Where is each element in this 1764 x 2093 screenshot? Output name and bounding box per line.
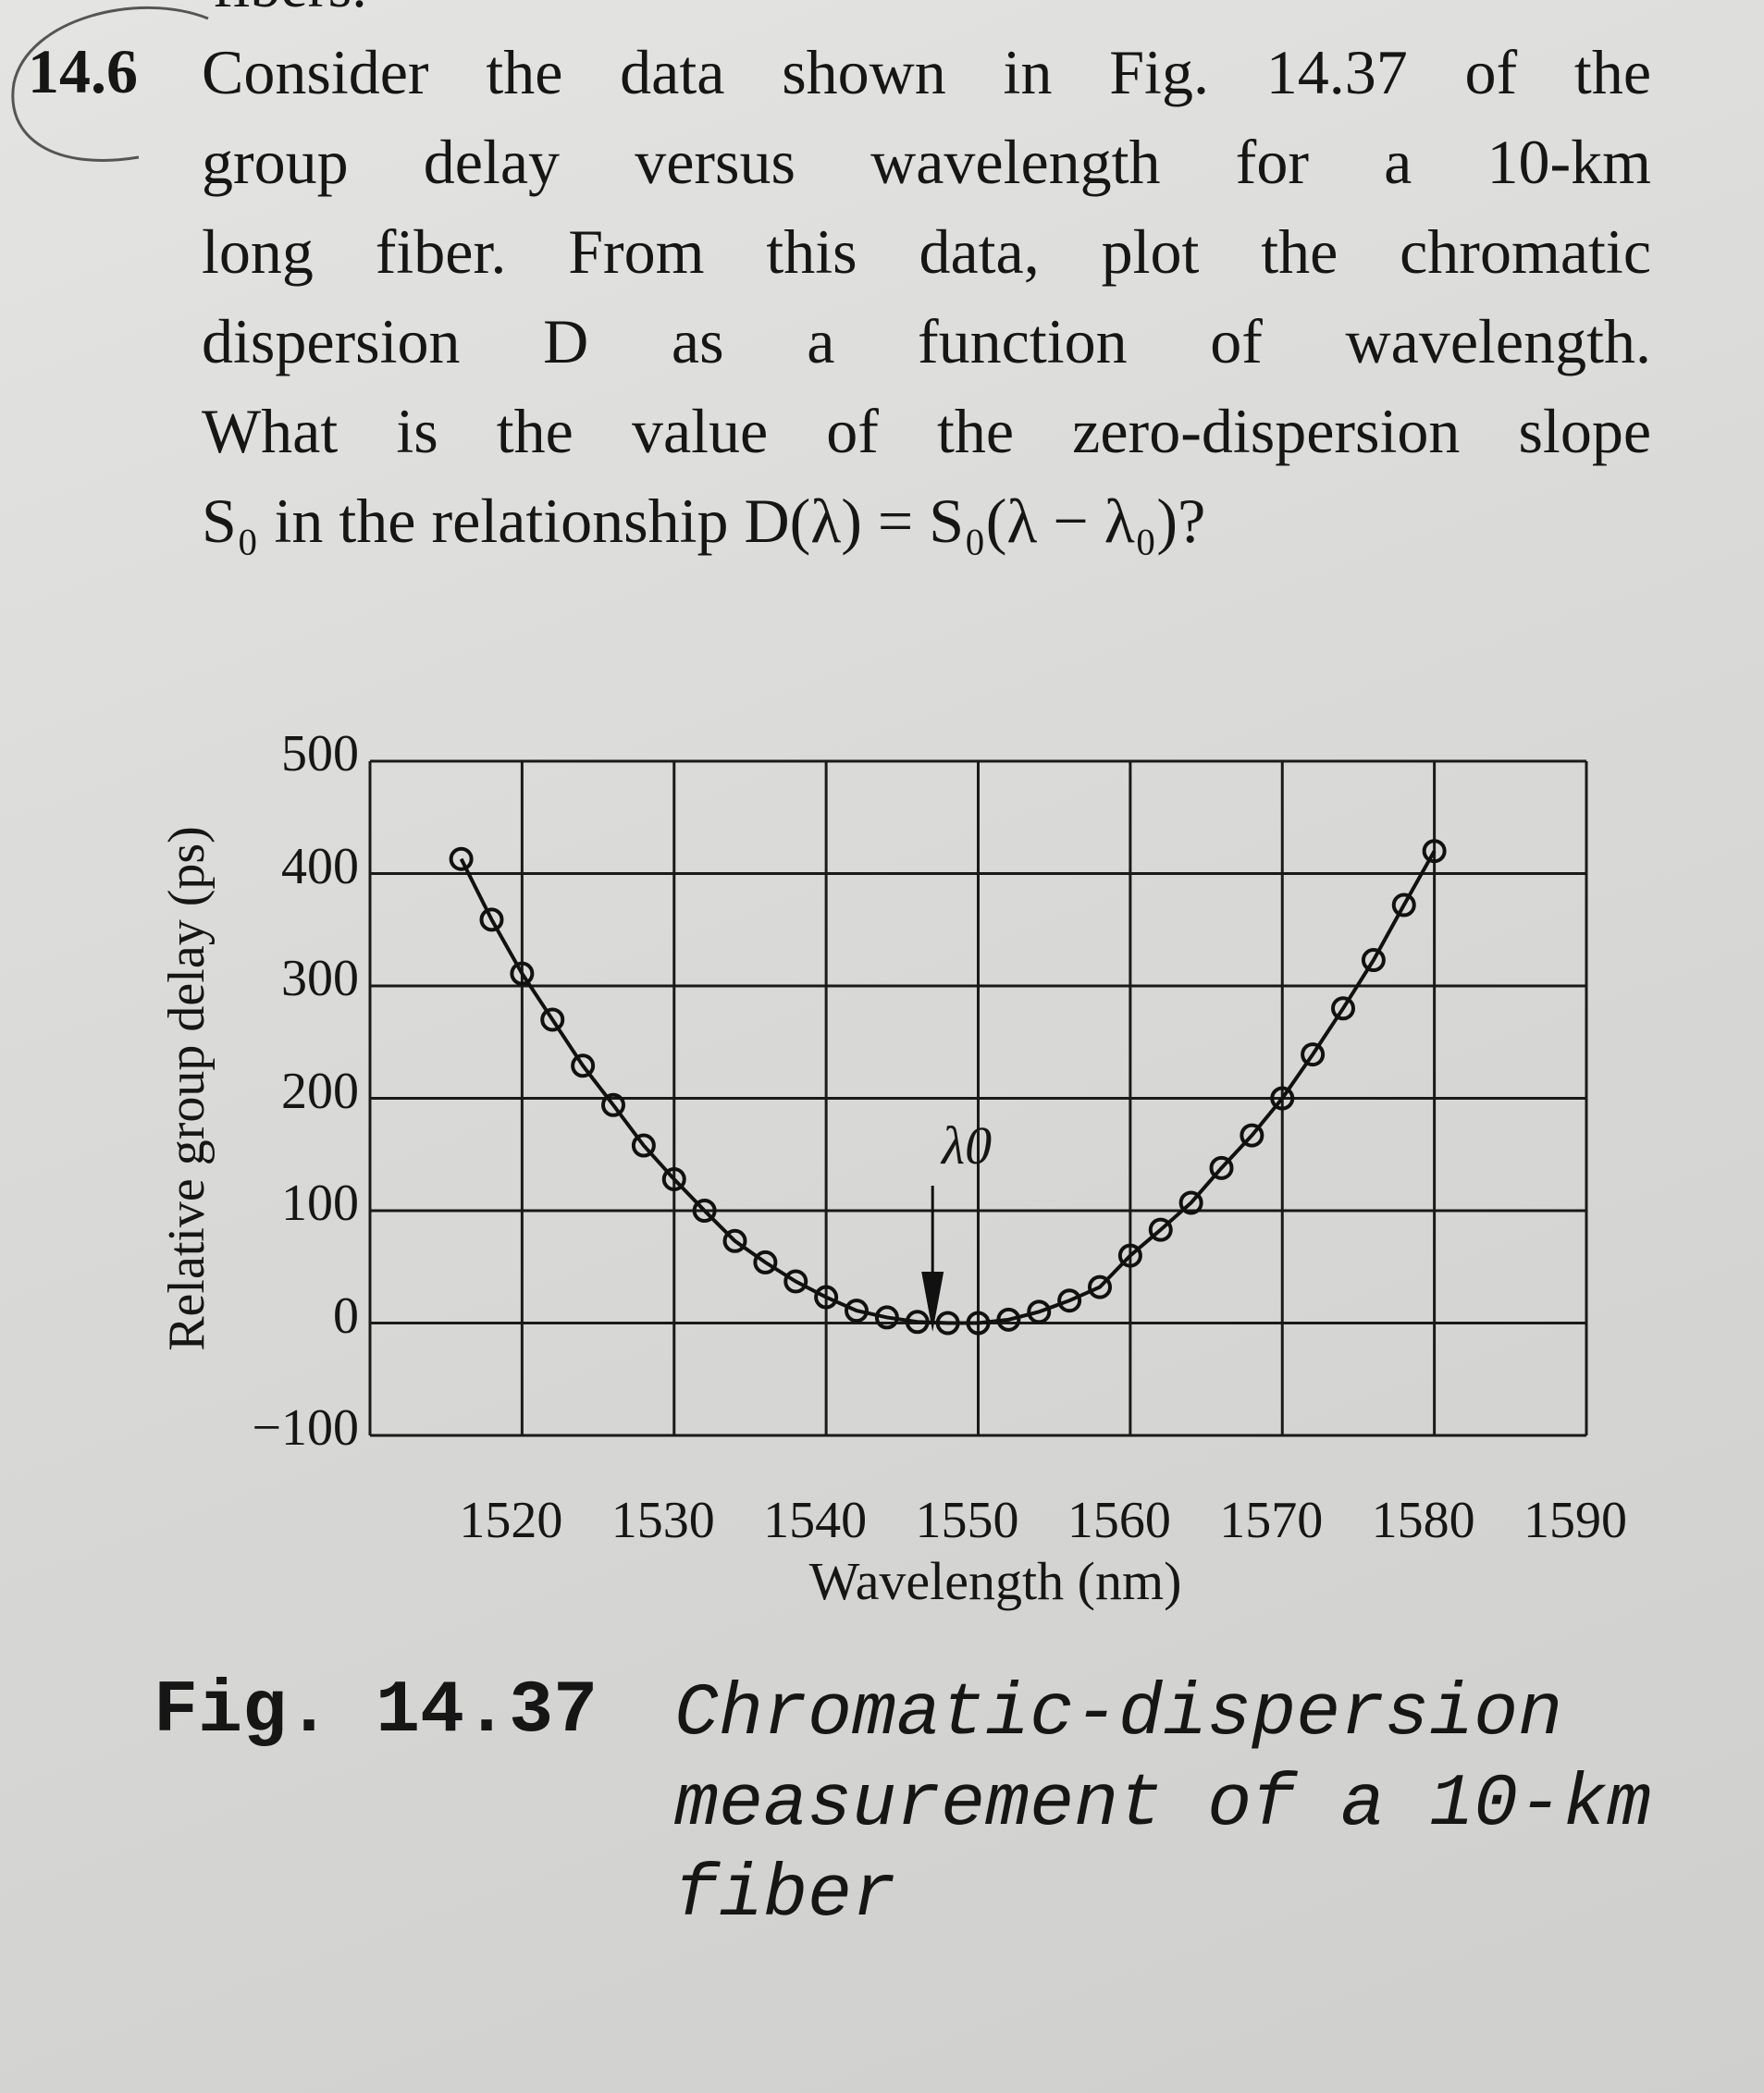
data-point bbox=[845, 1299, 869, 1324]
data-point bbox=[753, 1250, 778, 1274]
problem-line: What is the value of the zero-dispersion… bbox=[202, 396, 1651, 466]
lambda0-annotation: λ0 bbox=[942, 1115, 993, 1176]
data-point bbox=[1148, 1217, 1173, 1242]
lambda0-arrow-head bbox=[921, 1272, 944, 1332]
data-point bbox=[571, 1053, 596, 1078]
data-point bbox=[935, 1311, 960, 1336]
data-point bbox=[692, 1199, 717, 1223]
x-tick-label: 1580 bbox=[1371, 1492, 1475, 1549]
data-point bbox=[783, 1269, 808, 1294]
data-point bbox=[1178, 1190, 1203, 1215]
y-tick-label: 100 bbox=[281, 1175, 359, 1232]
x-tick-label: 1520 bbox=[459, 1492, 563, 1549]
figure-caption: Chromatic-dispersion measurement of a 10… bbox=[674, 1669, 1651, 1941]
data-point bbox=[510, 961, 535, 986]
data-point bbox=[540, 1007, 565, 1032]
data-point bbox=[631, 1133, 656, 1158]
x-tick-label: 1570 bbox=[1219, 1492, 1324, 1549]
data-point bbox=[1301, 1042, 1326, 1067]
cut-off-text: fibers. bbox=[213, 0, 367, 22]
data-point bbox=[1209, 1155, 1234, 1180]
x-tick-label: 1550 bbox=[915, 1492, 1019, 1549]
x-tick-label: 1590 bbox=[1523, 1492, 1627, 1549]
data-point bbox=[814, 1285, 839, 1310]
problem-line: long fiber. From this data, plot the chr… bbox=[202, 216, 1651, 287]
data-point bbox=[874, 1305, 899, 1330]
problem-line: group delay versus wavelength for a 10-k… bbox=[202, 127, 1651, 197]
data-point bbox=[1361, 948, 1386, 973]
caption-line: measurement of a 10-km bbox=[674, 1763, 1652, 1847]
problem-text: Consider the data shown in Fig. 14.37 of… bbox=[202, 28, 1651, 566]
y-tick-label: −100 bbox=[252, 1399, 359, 1457]
y-axis-label: Relative group delay (ps) bbox=[158, 826, 216, 1351]
y-tick-label: 400 bbox=[281, 837, 359, 895]
y-tick-label: 0 bbox=[333, 1287, 359, 1345]
data-point bbox=[996, 1307, 1021, 1332]
problem-number: 14.6 bbox=[28, 36, 138, 106]
x-tick-label: 1540 bbox=[763, 1492, 868, 1549]
data-point bbox=[722, 1228, 747, 1253]
x-axis-label: Wavelength (nm) bbox=[808, 1551, 1182, 1611]
data-point bbox=[601, 1092, 625, 1117]
pencil-circle-mark bbox=[11, 6, 209, 162]
caption-line: fiber bbox=[674, 1853, 897, 1938]
data-point bbox=[1240, 1123, 1264, 1148]
data-point bbox=[1027, 1299, 1052, 1324]
problem-line: dispersion D as a function of wavelength… bbox=[202, 306, 1651, 376]
data-point bbox=[905, 1310, 930, 1335]
problem-line: Consider the data shown in Fig. 14.37 of… bbox=[202, 37, 1651, 107]
y-tick-label: 500 bbox=[281, 725, 359, 782]
data-point bbox=[1391, 893, 1416, 917]
data-point bbox=[1088, 1274, 1112, 1299]
data-point bbox=[1270, 1086, 1295, 1111]
data-point bbox=[1422, 839, 1447, 864]
data-point bbox=[661, 1166, 686, 1191]
data-point bbox=[1057, 1288, 1082, 1313]
data-point bbox=[449, 846, 474, 871]
delay-curve bbox=[459, 850, 1437, 1325]
x-tick-label: 1560 bbox=[1067, 1492, 1171, 1549]
y-tick-label: 200 bbox=[281, 1062, 359, 1120]
data-point bbox=[1331, 996, 1355, 1021]
figure-label: Fig. 14.37 bbox=[154, 1669, 598, 1754]
x-tick-label: 1530 bbox=[611, 1492, 715, 1549]
data-point bbox=[966, 1311, 991, 1336]
data-point bbox=[479, 907, 504, 932]
caption-line: Chromatic-dispersion bbox=[674, 1672, 1563, 1756]
problem-line: S₀ in the relationship D(λ) = S₀(λ − λ₀)… bbox=[202, 486, 1206, 556]
data-point bbox=[1117, 1243, 1142, 1268]
y-tick-label: 300 bbox=[281, 950, 359, 1007]
